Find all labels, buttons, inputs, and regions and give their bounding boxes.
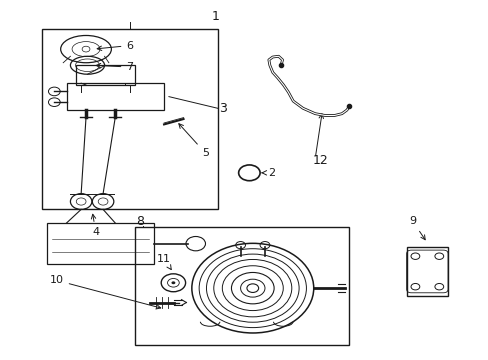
Circle shape: [171, 282, 175, 284]
Bar: [42, 30, 217, 209]
Text: 8: 8: [135, 215, 143, 228]
Bar: [47, 223, 154, 264]
Text: 3: 3: [218, 102, 226, 115]
Bar: [66, 83, 163, 110]
Text: 12: 12: [311, 154, 327, 167]
Circle shape: [82, 46, 90, 52]
Text: 2: 2: [262, 168, 274, 178]
Text: 9: 9: [408, 216, 425, 240]
Bar: [76, 65, 135, 85]
Text: 5: 5: [179, 124, 208, 158]
Text: 10: 10: [50, 275, 161, 309]
Text: 6: 6: [97, 41, 133, 50]
Text: 7: 7: [96, 62, 133, 72]
Text: 11: 11: [157, 254, 171, 270]
Bar: [135, 226, 348, 345]
Text: 4: 4: [91, 214, 99, 237]
Bar: [406, 247, 447, 296]
Text: 1: 1: [211, 10, 219, 23]
Circle shape: [246, 284, 258, 292]
